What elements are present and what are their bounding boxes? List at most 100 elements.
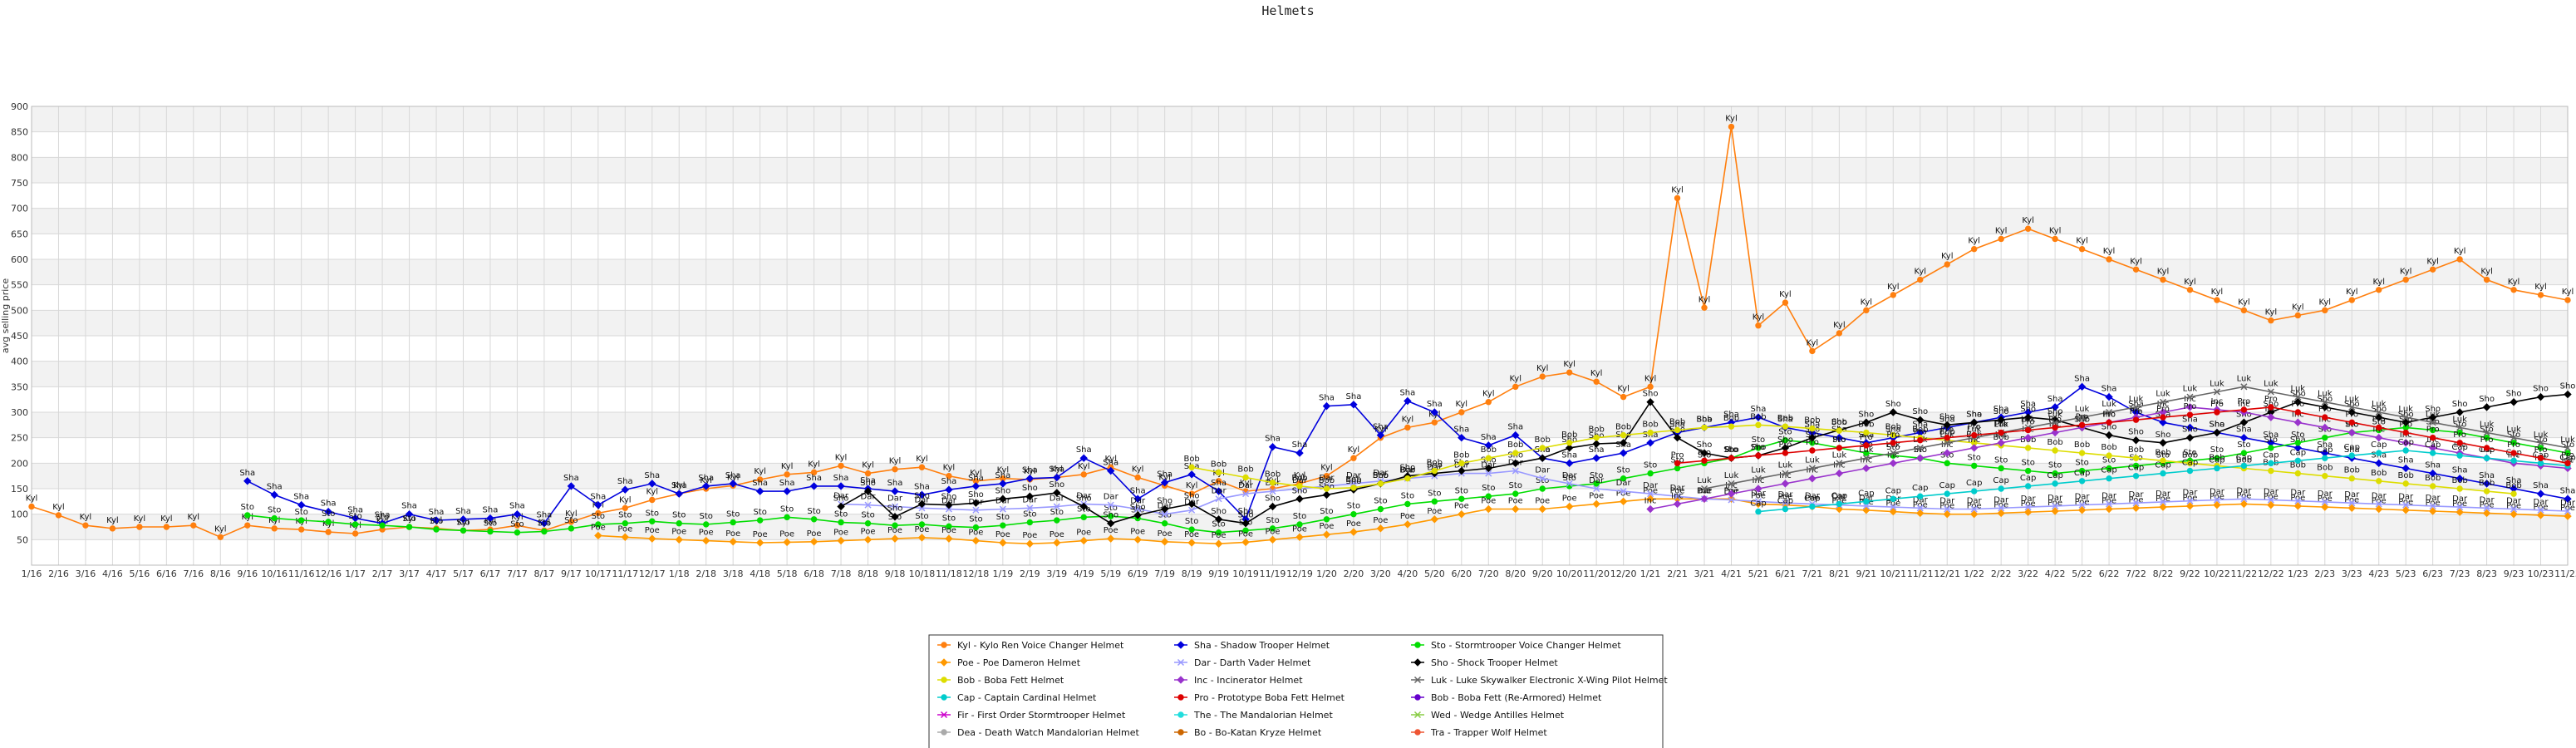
- data-label: Sto: [1401, 491, 1414, 500]
- legend-entry: Dea - Death Watch Mandalorian Helmet: [957, 727, 1140, 738]
- data-point: [1889, 408, 1898, 416]
- data-point: [2348, 499, 2356, 507]
- data-point: [379, 522, 386, 529]
- data-point: [941, 729, 947, 736]
- data-label: Dar: [2129, 490, 2145, 499]
- x-tick-label: 3/22: [2018, 568, 2038, 579]
- data-point: [837, 536, 845, 545]
- data-point: [1969, 418, 1979, 426]
- data-point: [2186, 467, 2194, 475]
- data-point: [701, 536, 710, 545]
- data-label: Kyl: [916, 455, 928, 464]
- data-point: [1485, 493, 1492, 499]
- data-label: Luk: [2075, 405, 2090, 414]
- data-label: Luk: [1697, 476, 1712, 485]
- data-label: Sha: [1103, 459, 1118, 468]
- data-point: [2023, 413, 2033, 421]
- data-label: Bob: [1993, 433, 2009, 442]
- data-point: [55, 512, 62, 519]
- data-point: [2510, 509, 2518, 519]
- data-label: Sha: [2048, 395, 2063, 404]
- data-point: [1512, 450, 1519, 456]
- data-point: [891, 487, 899, 495]
- data-label: Kyl: [1671, 185, 1684, 194]
- data-point: [271, 525, 278, 532]
- data-label: Sho: [995, 486, 1010, 495]
- data-label: Sto: [1616, 466, 1630, 475]
- data-point: [1026, 504, 1034, 512]
- data-label: Poe: [2264, 493, 2279, 502]
- data-point: [1673, 499, 1682, 509]
- data-label: Kyl: [2426, 257, 2439, 266]
- data-label: Sho: [1238, 511, 1254, 520]
- data-label: Poe: [1885, 499, 1900, 509]
- data-point: [940, 658, 948, 667]
- data-point: [1025, 475, 1035, 483]
- data-point: [2322, 455, 2328, 461]
- x-tick-label: 7/17: [507, 568, 528, 579]
- data-point: [2294, 457, 2302, 464]
- x-tick-label: 3/18: [723, 568, 744, 579]
- data-point: [1674, 194, 1681, 202]
- data-label: Cap: [1993, 476, 2008, 485]
- data-label: Sto: [915, 512, 928, 521]
- data-point: [1458, 495, 1465, 502]
- data-point: [1214, 515, 1223, 524]
- data-label: Poe: [1993, 500, 2008, 509]
- data-label: Poe: [2344, 495, 2359, 504]
- data-point: [1701, 424, 1708, 431]
- data-label: Kyl: [1402, 415, 1414, 424]
- data-point: [2159, 498, 2167, 505]
- x-tick-label: 11/18: [936, 568, 962, 579]
- x-tick-label: 5/22: [2072, 568, 2092, 579]
- data-label: Sha: [267, 482, 283, 491]
- data-label: Poe: [1670, 486, 1685, 495]
- legend-entry: Luk - Luke Skywalker Electronic X-Wing P…: [1431, 675, 1668, 686]
- data-point: [701, 482, 710, 490]
- data-label: Kyl: [1861, 298, 1873, 307]
- data-label: Dar: [1050, 494, 1065, 503]
- data-label: Sha: [698, 474, 714, 483]
- data-label: Dar: [1130, 497, 1146, 506]
- data-label: Luk: [2291, 385, 2306, 394]
- data-label: Pro: [2480, 436, 2494, 445]
- data-label: Kyl: [1158, 473, 1171, 482]
- data-point: [1836, 330, 1843, 337]
- data-point: [863, 487, 873, 495]
- data-label: Kyl: [2238, 298, 2250, 307]
- data-point: [2239, 418, 2249, 426]
- data-label: Sto: [1562, 474, 1576, 483]
- data-label: Dar: [1616, 479, 1632, 488]
- data-label: Poe: [591, 523, 606, 532]
- data-point: [1079, 536, 1088, 545]
- data-label: Kyl: [2076, 237, 2088, 246]
- data-label: Sho: [1427, 461, 1443, 470]
- data-label: Poe: [779, 529, 794, 539]
- data-point: [2322, 434, 2328, 441]
- data-label: Dar: [1535, 466, 1551, 475]
- x-tick-label: 7/21: [1802, 568, 1823, 579]
- data-point: [1187, 539, 1196, 547]
- data-label: Luk: [2506, 426, 2521, 435]
- data-label: Sha: [644, 471, 660, 480]
- data-label: Sto: [1994, 455, 2008, 465]
- x-tick-label: 10/21: [1880, 568, 1906, 579]
- data-point: [2510, 490, 2517, 497]
- data-point: [891, 503, 899, 510]
- data-label: Inc: [1671, 491, 1684, 500]
- data-label: Sha: [2506, 476, 2522, 485]
- data-point: [729, 538, 737, 546]
- data-label: Sha: [1723, 410, 1739, 419]
- data-label: Luk: [2156, 390, 2170, 399]
- data-label: Kyl: [700, 476, 712, 485]
- data-label: Poe: [753, 530, 768, 539]
- data-label: Dar: [2048, 494, 2063, 503]
- x-tick-label: 2/18: [696, 568, 716, 579]
- data-label: Cap: [2047, 471, 2062, 480]
- data-label: Cap: [1858, 489, 1874, 498]
- data-label: Sha: [617, 477, 633, 486]
- data-label: Cap: [2317, 445, 2333, 455]
- data-label: Pro: [1886, 431, 1900, 440]
- data-point: [595, 509, 602, 517]
